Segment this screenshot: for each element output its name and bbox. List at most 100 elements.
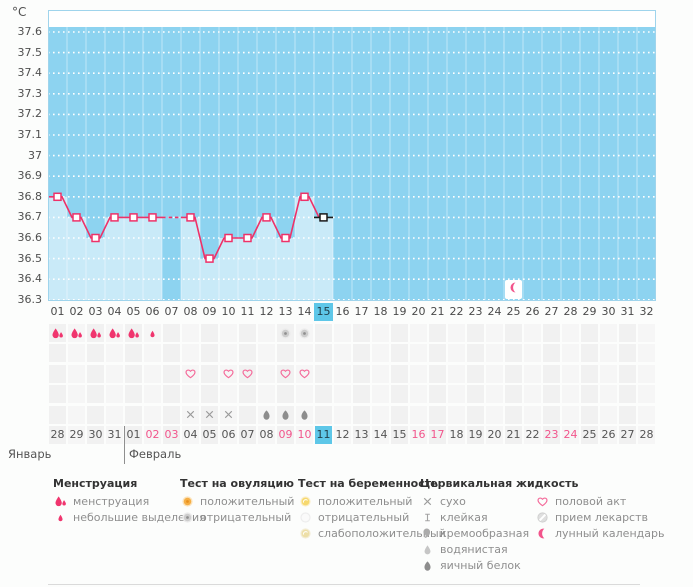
date-cell[interactable]: 04 xyxy=(182,426,199,444)
day-label-cell[interactable]: 06 xyxy=(145,305,160,318)
day-label-cell[interactable]: 15 xyxy=(314,303,333,321)
legend-item-label: кремообразная xyxy=(440,526,530,540)
symbol-cell xyxy=(486,324,503,342)
day-label-cell[interactable]: 17 xyxy=(354,305,369,318)
date-cell[interactable]: 15 xyxy=(391,426,408,444)
temperature-marker[interactable] xyxy=(262,213,271,222)
date-cell[interactable]: 14 xyxy=(372,426,389,444)
day-label-cell[interactable]: 18 xyxy=(373,305,388,318)
day-label-cell[interactable]: 24 xyxy=(487,305,502,318)
day-label-cell[interactable]: 31 xyxy=(620,305,635,318)
temperature-marker[interactable] xyxy=(243,233,252,243)
temperature-marker[interactable] xyxy=(281,233,290,243)
symbol-cell xyxy=(638,405,655,424)
day-label-cell[interactable]: 13 xyxy=(278,305,293,318)
date-cell[interactable]: 26 xyxy=(600,426,617,444)
day-label-cell[interactable]: 11 xyxy=(240,305,255,318)
symbol-cell xyxy=(353,324,370,342)
date-cell[interactable]: 19 xyxy=(467,426,484,444)
date-cell[interactable]: 21 xyxy=(505,426,522,444)
legend-item: водянистая xyxy=(420,541,578,557)
sticky-icon xyxy=(420,510,434,524)
dry-icon xyxy=(184,408,198,422)
current-day-marker[interactable] xyxy=(319,213,328,222)
month-divider xyxy=(124,426,125,464)
day-label-cell[interactable]: 30 xyxy=(601,305,616,318)
date-cell[interactable]: 25 xyxy=(581,426,598,444)
day-label-cell[interactable]: 09 xyxy=(202,305,217,318)
day-label-cell[interactable]: 32 xyxy=(639,305,654,318)
date-cell[interactable]: 03 xyxy=(163,426,180,444)
date-cell[interactable]: 28 xyxy=(49,426,66,444)
day-label-cell[interactable]: 19 xyxy=(392,305,407,318)
day-label-cell[interactable]: 05 xyxy=(126,305,141,318)
temperature-marker[interactable] xyxy=(224,233,233,243)
day-label-cell[interactable]: 20 xyxy=(411,305,426,318)
day-label-cell[interactable]: 04 xyxy=(107,305,122,318)
date-cell[interactable]: 12 xyxy=(334,426,351,444)
date-cell[interactable]: 06 xyxy=(220,426,237,444)
date-cell[interactable]: 09 xyxy=(277,426,294,444)
day-label-cell[interactable]: 14 xyxy=(297,305,312,318)
day-label-cell[interactable]: 03 xyxy=(88,305,103,318)
temperature-marker[interactable] xyxy=(300,192,309,202)
symbol-cell xyxy=(163,385,180,404)
day-label-cell[interactable]: 10 xyxy=(221,305,236,318)
symbol-cell xyxy=(543,405,560,424)
date-cell[interactable]: 11 xyxy=(315,426,332,444)
symbol-cell xyxy=(619,364,636,383)
date-cell[interactable]: 27 xyxy=(619,426,636,444)
symbol-cell xyxy=(296,364,313,383)
day-label-cell[interactable]: 08 xyxy=(183,305,198,318)
date-cell[interactable]: 08 xyxy=(258,426,275,444)
date-cell[interactable]: 02 xyxy=(144,426,161,444)
date-cell[interactable]: 18 xyxy=(448,426,465,444)
date-cell[interactable]: 31 xyxy=(106,426,123,444)
day-label-cell[interactable]: 29 xyxy=(582,305,597,318)
temperature-marker[interactable] xyxy=(148,213,157,222)
symbol-cell xyxy=(163,324,180,342)
day-label-cell[interactable]: 28 xyxy=(563,305,578,318)
temperature-marker[interactable] xyxy=(91,233,100,243)
date-cell[interactable]: 20 xyxy=(486,426,503,444)
symbol-cell xyxy=(106,364,123,383)
temperature-marker[interactable] xyxy=(72,213,81,222)
symbol-cell xyxy=(220,405,237,424)
temperature-marker[interactable] xyxy=(110,213,119,222)
day-label-cell[interactable]: 25 xyxy=(506,305,521,318)
symbol-cell xyxy=(49,385,66,404)
date-cell[interactable]: 17 xyxy=(429,426,446,444)
day-label-cell[interactable]: 22 xyxy=(449,305,464,318)
temperature-marker[interactable] xyxy=(186,213,195,222)
date-cell[interactable]: 10 xyxy=(296,426,313,444)
date-cell[interactable]: 22 xyxy=(524,426,541,444)
day-label-cell[interactable]: 26 xyxy=(525,305,540,318)
symbol-cell xyxy=(486,344,503,363)
symbol-cell xyxy=(296,324,313,342)
day-label-cell[interactable]: 02 xyxy=(69,305,84,318)
symbol-cell xyxy=(258,344,275,363)
temperature-marker[interactable] xyxy=(53,192,62,202)
date-cell[interactable]: 29 xyxy=(68,426,85,444)
symbol-cell xyxy=(467,324,484,342)
temperature-marker[interactable] xyxy=(129,213,138,222)
day-label-cell[interactable]: 23 xyxy=(468,305,483,318)
date-cell[interactable]: 01 xyxy=(125,426,142,444)
day-label-cell[interactable]: 16 xyxy=(335,305,350,318)
date-cell[interactable]: 07 xyxy=(239,426,256,444)
day-label-cell[interactable]: 07 xyxy=(164,305,179,318)
date-cell[interactable]: 28 xyxy=(638,426,655,444)
day-label-cell[interactable]: 27 xyxy=(544,305,559,318)
date-cell[interactable]: 13 xyxy=(353,426,370,444)
date-cell[interactable]: 05 xyxy=(201,426,218,444)
day-label-cell[interactable]: 21 xyxy=(430,305,445,318)
menstruation-icon xyxy=(53,494,67,508)
temperature-marker[interactable] xyxy=(205,254,214,263)
day-label-cell[interactable]: 12 xyxy=(259,305,274,318)
date-cell[interactable]: 16 xyxy=(410,426,427,444)
symbol-cell xyxy=(581,324,598,342)
date-cell[interactable]: 24 xyxy=(562,426,579,444)
date-cell[interactable]: 23 xyxy=(543,426,560,444)
date-cell[interactable]: 30 xyxy=(87,426,104,444)
day-label-cell[interactable]: 01 xyxy=(50,305,65,318)
